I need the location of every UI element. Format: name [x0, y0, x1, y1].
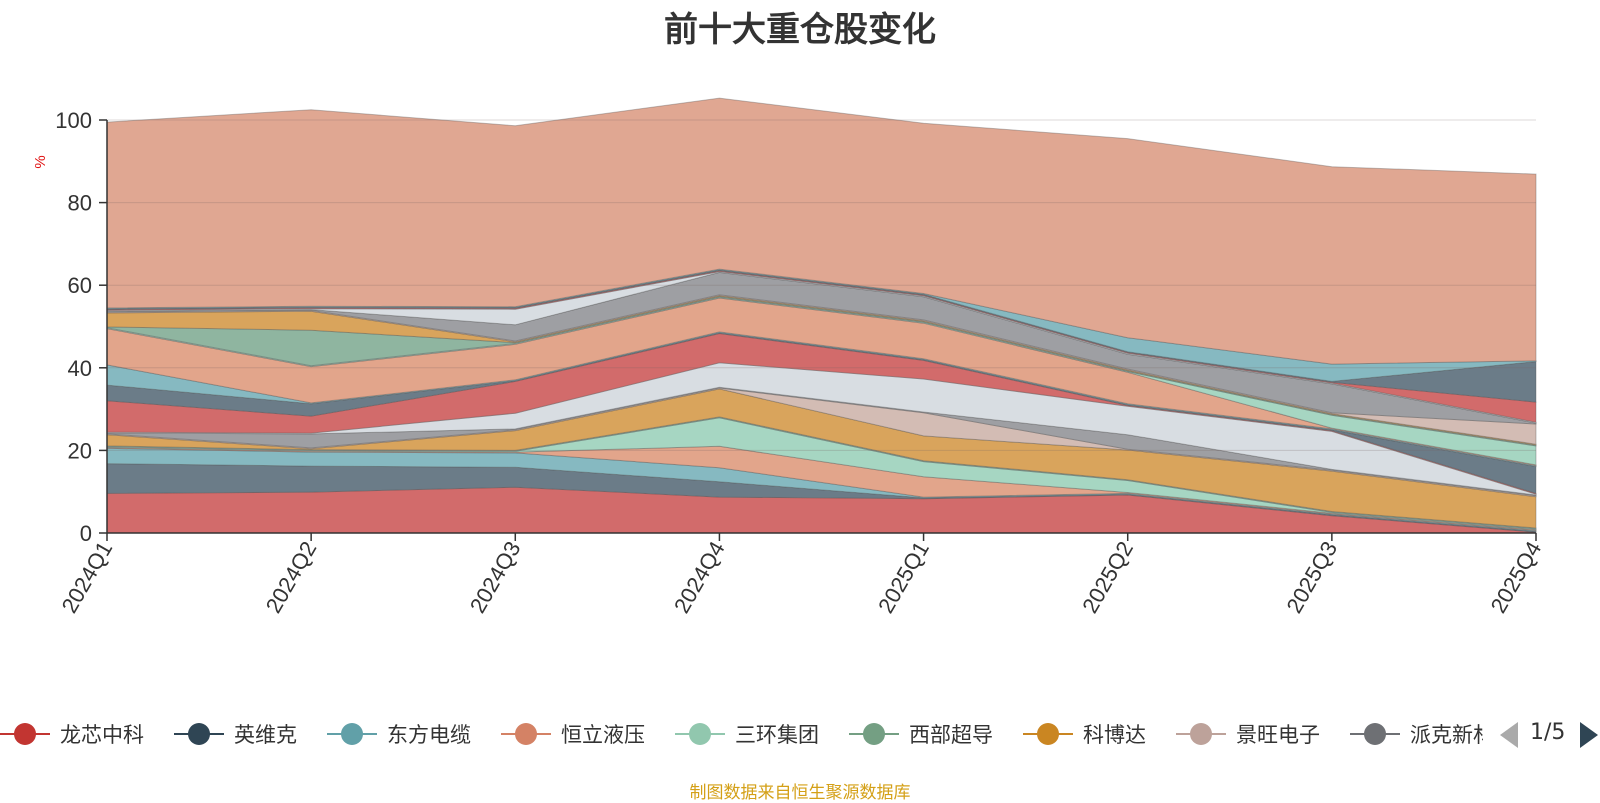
legend-label: 恒立液压 — [561, 723, 645, 747]
area-series-4[interactable] — [106, 445, 1537, 532]
legend-item[interactable]: 派克新材 — [1350, 716, 1483, 752]
x-tick-label: 2024Q1 — [57, 537, 118, 617]
x-tick-label: 2025Q3 — [1281, 537, 1342, 617]
x-tick-label: 2025Q4 — [1486, 537, 1547, 617]
x-tick-label: 2024Q4 — [669, 537, 730, 617]
legend-label: 东方电缆 — [387, 723, 471, 747]
y-tick-label: 20 — [68, 438, 92, 463]
legend-marker-icon — [849, 716, 899, 752]
area-series-2[interactable] — [106, 463, 1537, 533]
legend-marker-icon — [174, 716, 224, 752]
legend-label: 西部超导 — [909, 723, 993, 747]
legend-label: 派克新材 — [1410, 723, 1483, 747]
legend-marker-icon — [1350, 716, 1400, 752]
x-tick-label: 2025Q1 — [873, 537, 934, 617]
chart-title: 前十大重仓股变化 — [664, 10, 936, 50]
legend-marker-icon — [1023, 716, 1073, 752]
area-layer — [106, 97, 1537, 534]
legend-marker-icon — [1176, 716, 1226, 752]
legend-label: 科博达 — [1083, 723, 1146, 747]
x-tick-label: 2025Q2 — [1077, 537, 1138, 617]
legend-item[interactable]: 西部超导 — [849, 716, 993, 752]
legend-label: 三环集团 — [735, 723, 819, 747]
x-tick-label: 2024Q2 — [261, 537, 322, 617]
y-tick-label: 0 — [80, 521, 92, 546]
y-tick-label: 80 — [68, 191, 92, 216]
legend-item[interactable]: 三环集团 — [675, 716, 819, 752]
source-note: 制图数据来自恒生聚源数据库 — [689, 783, 911, 803]
area-series-24[interactable] — [106, 97, 1537, 365]
legend-next-icon[interactable] — [1580, 722, 1598, 748]
legend-item[interactable]: 英维克 — [174, 716, 297, 752]
y-tick-label: 60 — [68, 273, 92, 298]
legend-item[interactable]: 东方电缆 — [327, 716, 471, 752]
legend-label: 英维克 — [234, 723, 297, 747]
y-tick-label: 40 — [68, 356, 92, 381]
legend-items: 龙芯中科 英维克 东方电缆 恒立液压 三环集团 西部超导 科博达 景旺电子 派克新材 — [0, 716, 1483, 752]
legend-item[interactable]: 龙芯中科 — [0, 716, 144, 752]
legend-marker-icon — [327, 716, 377, 752]
legend-marker-icon — [501, 716, 551, 752]
area-series-6[interactable] — [106, 416, 1537, 530]
y-axis-label: % — [32, 155, 49, 168]
legend-item[interactable]: 科博达 — [1023, 716, 1146, 752]
legend-marker-icon — [675, 716, 725, 752]
legend: 龙芯中科 英维克 东方电缆 恒立液压 三环集团 西部超导 科博达 景旺电子 派克新材 1/5 — [0, 716, 1600, 752]
x-tick-label: 2024Q3 — [465, 537, 526, 617]
y-tick-label: 100 — [55, 108, 92, 133]
legend-label: 景旺电子 — [1236, 723, 1320, 747]
grid-lines — [107, 119, 1536, 451]
legend-item[interactable]: 景旺电子 — [1176, 716, 1320, 752]
legend-marker-icon — [0, 716, 50, 752]
legend-label: 龙芯中科 — [60, 723, 144, 747]
legend-item[interactable]: 恒立液压 — [501, 716, 645, 752]
legend-page-indicator: 1/5 — [1530, 720, 1566, 745]
legend-prev-icon[interactable] — [1500, 722, 1518, 748]
